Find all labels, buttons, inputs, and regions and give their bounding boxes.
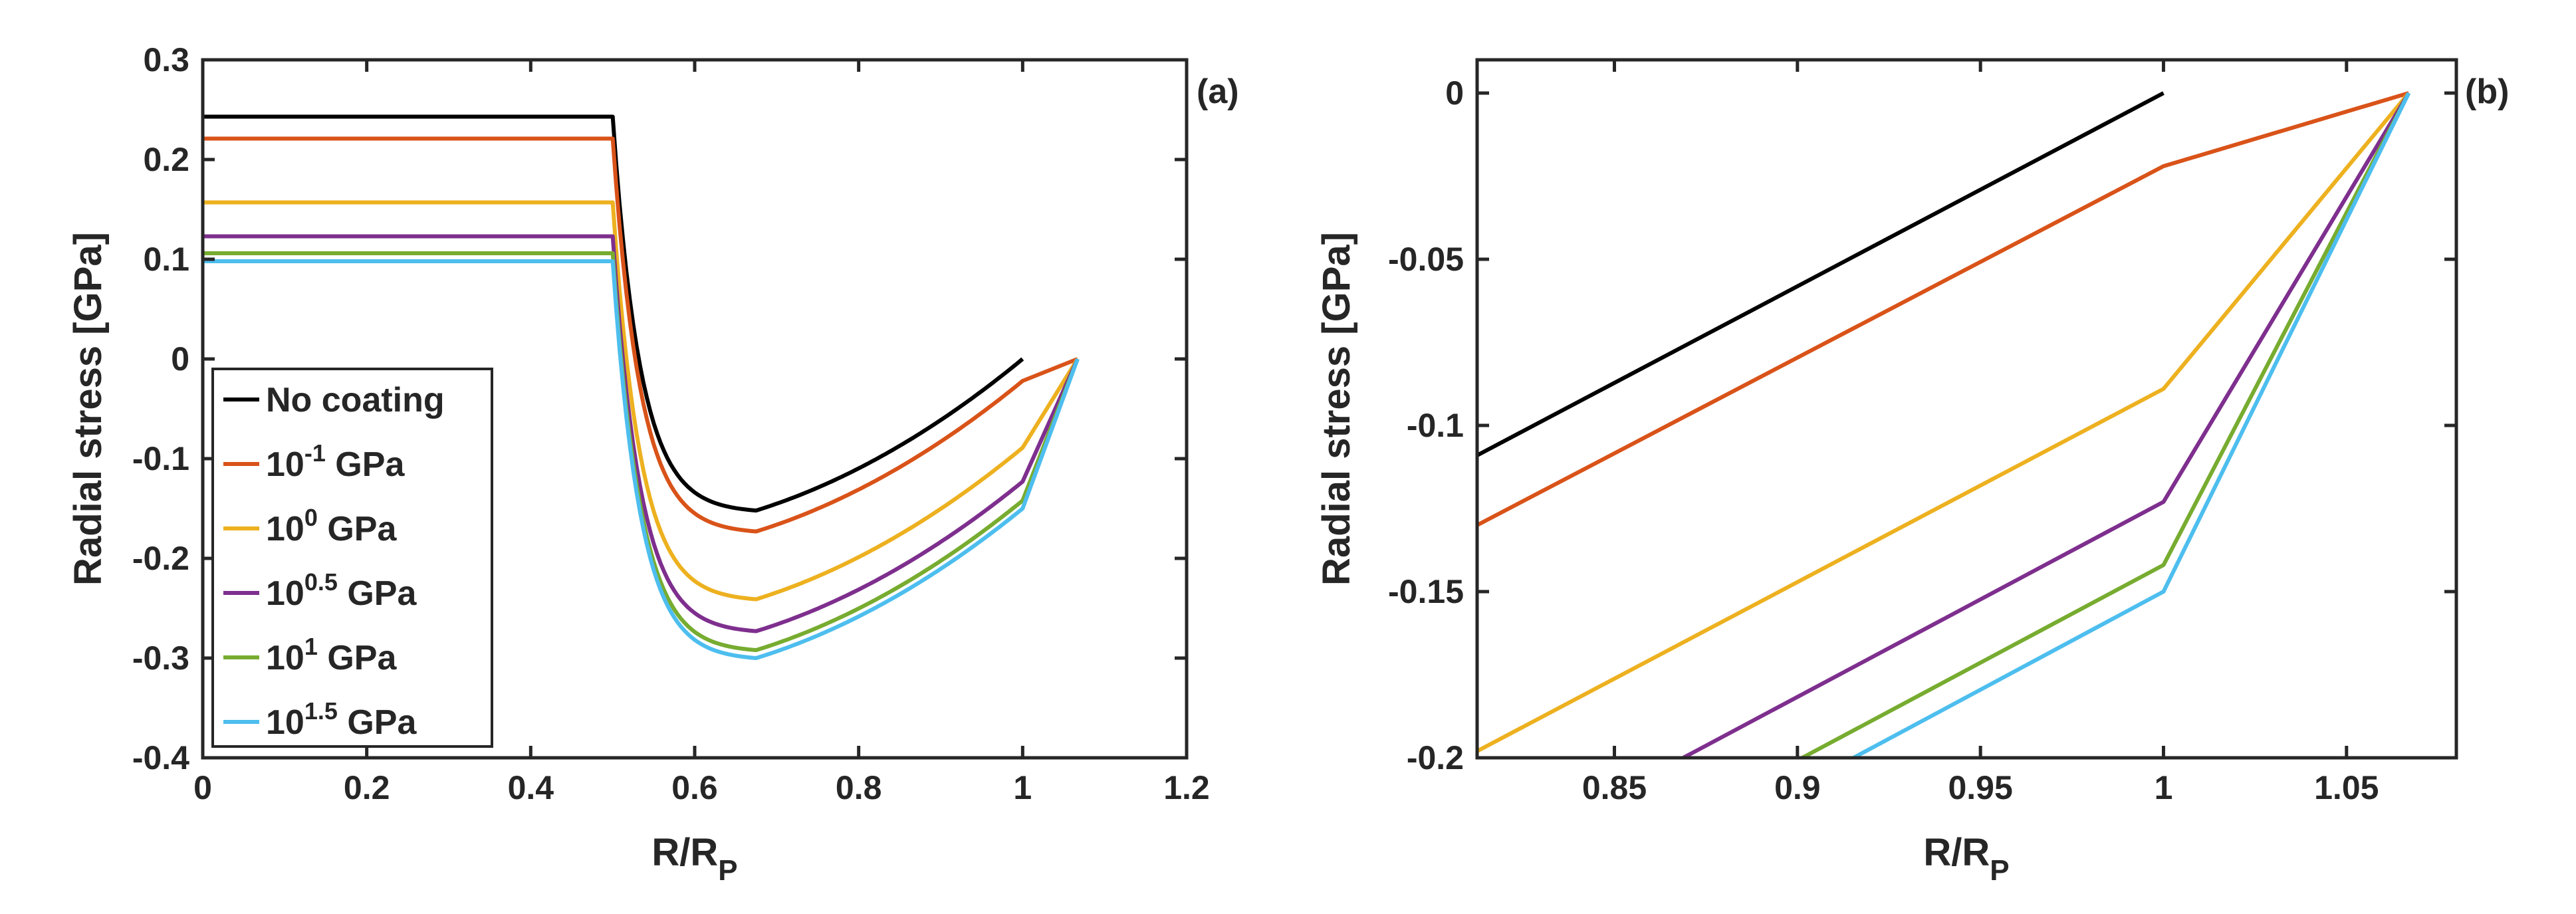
panel-a-ytick-label: 0.1 <box>143 241 189 278</box>
panel-a-ytick-label: -0.1 <box>132 440 189 477</box>
panel-b-ytick-label: -0.05 <box>1388 241 1464 278</box>
panel-b: 0.85 0.9 0.95 1 1.05-0.2-0.15-0.1-0.050 (b) … <box>1315 58 2509 887</box>
panel-a-series-line <box>203 251 1080 652</box>
legend-entry: 101.5 GPa <box>266 697 417 742</box>
legend-entry: 101 GPa <box>266 633 397 677</box>
panel-a-ytick-label: 0.2 <box>143 141 189 178</box>
panel-a-xtick-label: 0.2 <box>344 769 390 806</box>
panel-a-xtick-label: 1 <box>1013 769 1032 806</box>
panel-b-ticks: 0.85 0.9 0.95 1 1.05 -0.2 -0.15 -0.1 -0.05 0 <box>1388 60 2456 806</box>
panel-b-ytick-label: 0 <box>1445 74 1464 112</box>
panel-b-ylabel: Radial stress [GPa] <box>1315 232 1358 586</box>
panel-b-series-line <box>1477 91 2165 457</box>
panel-a-series-layer <box>203 114 1080 660</box>
panel-a-tag: (a) <box>1197 72 1239 111</box>
panel-a-series-line <box>203 259 1080 660</box>
panel-a: 0 0.2 0.4 0.6 0.8 1 1.2 -0.4 -0.3 -0.2 -0.1 0 0.1 0.2… <box>66 41 1239 887</box>
panel-b-series-line <box>1477 91 2410 527</box>
panel-a-ytick-label: -0.4 <box>132 739 189 776</box>
panel-a-series-line <box>203 234 1080 633</box>
legend-entry: No coating <box>266 381 445 419</box>
panel-a-ytick-label: 0.3 <box>143 41 189 78</box>
panel-b-xtick-label: 1 <box>2155 769 2173 806</box>
panel-a-xlabel: R/RP <box>651 831 737 887</box>
panel-b-xlabel: R/RP <box>1923 831 2009 887</box>
panel-a-ticks: 0 0.2 0.4 0.6 0.8 1 1.2 -0.4 -0.3 -0.2 -0.1 0 0.1 0.2… <box>132 41 1210 806</box>
panel-b-series-line <box>1801 92 2411 758</box>
panel-a-xtick-label: 0.8 <box>836 769 882 806</box>
panel-b-series-line <box>1852 92 2411 758</box>
panel-b-ytick-label: -0.2 <box>1407 739 1464 776</box>
panel-b-xtick-label: 0.95 <box>1948 769 2012 806</box>
legend-box <box>211 368 493 748</box>
panel-a-xtick-label: 1.2 <box>1163 769 1210 806</box>
panel-b-series-line <box>1477 92 2410 753</box>
legend: No coating 10-1 GPa 100 GPa 100.5 GPa 101 GP… <box>211 368 493 748</box>
legend-entry: 100 GPa <box>266 504 397 548</box>
panel-a-series-line <box>203 114 1024 513</box>
panel-b-tag: (b) <box>2465 72 2509 111</box>
panel-a-series-line <box>203 136 1079 534</box>
panel-b-axes-box <box>1475 58 2458 760</box>
panel-a-ytick-label: -0.2 <box>132 540 189 577</box>
panel-b-ytick-label: -0.1 <box>1407 407 1464 444</box>
panel-a-xtick-label: 0.4 <box>508 769 554 806</box>
panel-b-xtick-label: 1.05 <box>2314 769 2379 806</box>
panel-a-xtick-label: 0.6 <box>671 769 718 806</box>
panel-a-xtick-label: 0 <box>193 769 212 806</box>
panel-a-series-line <box>203 200 1080 602</box>
legend-entry: 100.5 GPa <box>266 568 417 613</box>
panel-b-ytick-label: -0.15 <box>1388 573 1464 610</box>
legend-entry: 10-1 GPa <box>266 439 405 484</box>
panel-b-xtick-label: 0.85 <box>1582 769 1647 806</box>
panel-a-ytick-label: -0.3 <box>132 639 189 677</box>
panel-a-ytick-label: 0 <box>171 340 189 378</box>
panel-a-ylabel: Radial stress [GPa] <box>66 232 110 586</box>
panel-b-xtick-label: 0.9 <box>1774 769 1821 806</box>
panel-b-series-line <box>1682 92 2410 758</box>
panel-b-series-layer <box>1477 91 2411 758</box>
